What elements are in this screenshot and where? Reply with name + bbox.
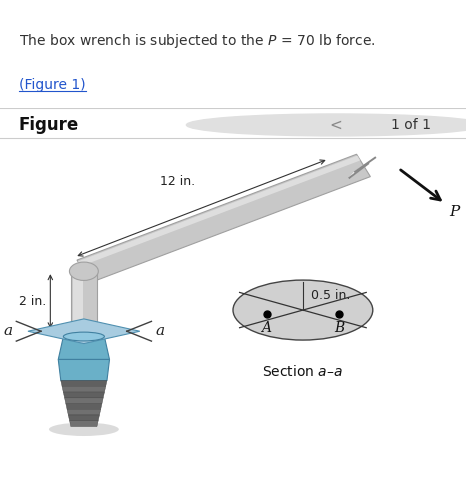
Polygon shape — [66, 404, 102, 409]
Polygon shape — [69, 421, 98, 426]
Text: Figure: Figure — [19, 116, 79, 134]
Polygon shape — [65, 398, 103, 404]
Ellipse shape — [233, 280, 373, 340]
Polygon shape — [350, 158, 375, 178]
Text: (Figure 1): (Figure 1) — [19, 77, 85, 92]
Ellipse shape — [69, 262, 98, 280]
Text: 0.5 in.: 0.5 in. — [311, 289, 350, 302]
Text: a: a — [3, 324, 12, 338]
Text: P: P — [450, 205, 460, 220]
Text: The box wrench is subjected to the $P$ = 70 lb force.: The box wrench is subjected to the $P$ =… — [19, 32, 375, 50]
Text: 1 of 1: 1 of 1 — [391, 118, 432, 132]
Polygon shape — [58, 360, 110, 381]
Polygon shape — [77, 154, 370, 282]
Text: 2 in.: 2 in. — [20, 295, 47, 308]
Text: 12 in.: 12 in. — [159, 175, 195, 188]
Text: <: < — [329, 118, 342, 132]
Circle shape — [186, 114, 466, 136]
Polygon shape — [69, 415, 99, 421]
Polygon shape — [67, 409, 101, 415]
Text: Section $a$–$a$: Section $a$–$a$ — [262, 364, 343, 379]
Polygon shape — [58, 337, 110, 360]
Ellipse shape — [63, 332, 104, 341]
Polygon shape — [61, 381, 107, 386]
Text: B: B — [334, 321, 344, 336]
Polygon shape — [62, 386, 106, 392]
Polygon shape — [63, 392, 104, 398]
Ellipse shape — [49, 422, 119, 436]
Polygon shape — [28, 319, 140, 343]
Polygon shape — [71, 271, 97, 328]
Polygon shape — [78, 156, 360, 266]
Text: a: a — [156, 324, 165, 338]
Polygon shape — [73, 271, 83, 328]
Text: A: A — [261, 321, 272, 336]
